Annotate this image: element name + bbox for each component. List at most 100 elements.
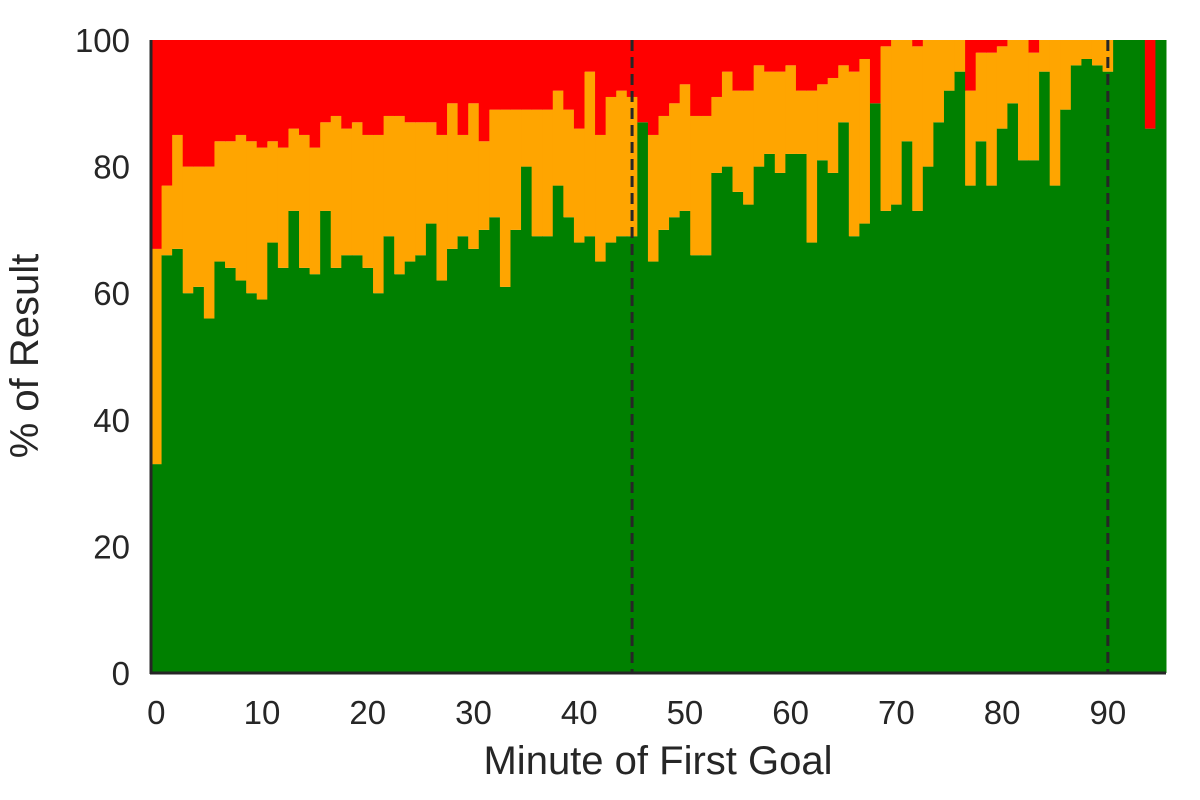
bar-segment-0 xyxy=(404,261,416,673)
bar-segment-0 xyxy=(182,293,194,673)
bar-segment-0 xyxy=(309,274,321,673)
y-tick-label: 20 xyxy=(93,528,130,565)
bar-segment-1 xyxy=(330,115,342,268)
bar-segment-2 xyxy=(193,40,205,167)
y-tick-label: 80 xyxy=(93,149,130,186)
bar-segment-0 xyxy=(151,464,163,673)
bar-segment-0 xyxy=(584,236,596,674)
bar-segment-2 xyxy=(880,40,892,47)
bar-segment-1 xyxy=(891,40,903,205)
bar-segment-2 xyxy=(499,40,511,110)
bar-segment-1 xyxy=(415,122,427,256)
bar-segment-2 xyxy=(383,40,395,116)
bar-segment-2 xyxy=(542,40,554,110)
bar-segment-1 xyxy=(605,96,617,243)
bar-segment-2 xyxy=(309,40,321,148)
bar-segment-1 xyxy=(669,103,681,218)
bar-segment-1 xyxy=(320,122,332,211)
bar-segment-0 xyxy=(658,229,670,673)
bar-segment-2 xyxy=(679,40,691,85)
bar-segment-0 xyxy=(542,236,554,674)
bar-segment-1 xyxy=(457,134,469,237)
bar-segment-0 xyxy=(267,242,279,673)
bar-segment-2 xyxy=(489,40,501,110)
bar-segment-2 xyxy=(753,40,765,66)
bar-segment-0 xyxy=(986,185,998,673)
bar-segment-2 xyxy=(1028,40,1040,53)
bar-segment-2 xyxy=(732,40,744,91)
bar-segment-1 xyxy=(922,40,934,167)
bar-segment-0 xyxy=(320,210,332,673)
bar-segment-0 xyxy=(489,217,501,674)
bar-segment-1 xyxy=(172,134,184,249)
bar-segment-0 xyxy=(499,286,511,673)
bar-segment-0 xyxy=(616,236,628,674)
bar-segment-1 xyxy=(341,128,353,256)
bar-segment-2 xyxy=(774,40,786,72)
bar-segment-1 xyxy=(468,103,480,249)
bar-segment-2 xyxy=(1144,40,1156,129)
bar-segment-2 xyxy=(225,40,237,142)
bar-segment-1 xyxy=(1070,40,1082,66)
bar-segment-2 xyxy=(214,40,226,142)
bar-segment-2 xyxy=(277,40,289,148)
bar-segment-0 xyxy=(785,153,797,673)
y-tick-label: 0 xyxy=(112,655,130,692)
bar-segment-1 xyxy=(436,134,448,281)
bar-segment-0 xyxy=(161,255,173,673)
bar-segment-0 xyxy=(647,261,659,673)
bar-segment-0 xyxy=(711,172,723,673)
bar-segment-1 xyxy=(383,115,395,237)
bar-segment-0 xyxy=(859,223,871,673)
bar-segment-2 xyxy=(658,40,670,116)
y-tick-label: 60 xyxy=(93,275,130,312)
bar-segment-2 xyxy=(161,40,173,186)
bar-segment-2 xyxy=(351,40,363,123)
bar-segment-1 xyxy=(996,46,1008,129)
bar-segment-0 xyxy=(1134,40,1146,673)
bar-segment-0 xyxy=(891,204,903,673)
bar-segment-2 xyxy=(584,40,596,72)
bar-segment-1 xyxy=(394,115,406,275)
bar-segment-2 xyxy=(246,40,258,142)
x-tick-label: 30 xyxy=(455,694,492,731)
bar-segment-1 xyxy=(848,71,860,237)
bar-segment-2 xyxy=(806,40,818,91)
bar-segment-2 xyxy=(647,40,659,135)
bar-segment-0 xyxy=(1113,40,1125,673)
bar-segment-1 xyxy=(309,147,321,275)
bar-segment-2 xyxy=(637,40,649,123)
bar-segment-1 xyxy=(563,109,575,218)
bar-segment-2 xyxy=(478,40,490,142)
bar-segment-0 xyxy=(256,299,268,673)
bar-segment-2 xyxy=(256,40,268,148)
bar-segment-2 xyxy=(330,40,342,116)
bar-segment-0 xyxy=(362,267,374,673)
bar-segment-1 xyxy=(774,71,786,173)
bar-segment-0 xyxy=(373,293,385,673)
bar-segment-0 xyxy=(299,267,311,673)
bar-segment-1 xyxy=(425,122,437,224)
bar-segment-1 xyxy=(1017,40,1030,161)
bar-segment-0 xyxy=(383,236,395,674)
reference-lines xyxy=(630,40,1110,673)
bar-segment-2 xyxy=(320,40,332,123)
bar-segment-2 xyxy=(552,40,564,91)
bar-segment-0 xyxy=(277,267,289,673)
bar-segment-2 xyxy=(711,40,723,97)
bar-segment-1 xyxy=(573,128,585,243)
bar-segment-2 xyxy=(373,40,385,135)
bar-segment-1 xyxy=(510,109,522,230)
x-tick-label: 70 xyxy=(878,694,915,731)
bar-segment-0 xyxy=(774,172,786,673)
bar-segment-1 xyxy=(151,248,163,465)
bar-segment-0 xyxy=(1049,185,1061,673)
bar-segment-2 xyxy=(595,40,607,135)
bar-segment-1 xyxy=(404,122,416,262)
y-tick-labels: 0 20 40 60 80 100 xyxy=(75,22,130,692)
x-tick-label: 10 xyxy=(244,694,281,731)
bar-segment-0 xyxy=(827,172,839,673)
bar-segment-0 xyxy=(203,318,215,673)
bar-segment-1 xyxy=(690,115,702,256)
